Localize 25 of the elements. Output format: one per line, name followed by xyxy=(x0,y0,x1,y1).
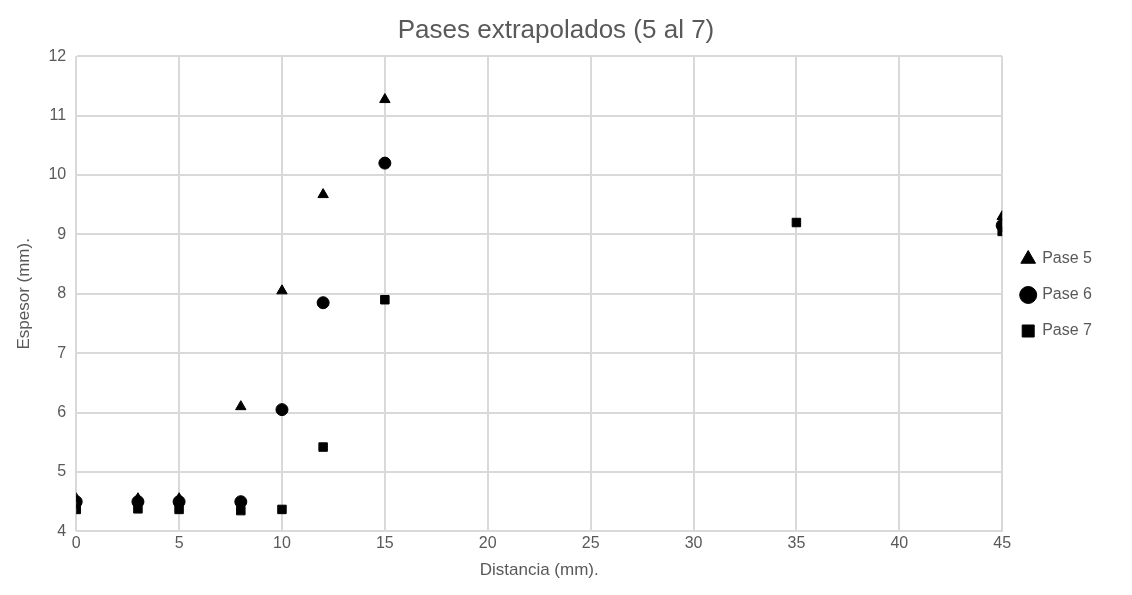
x-tick-label: 35 xyxy=(787,534,806,552)
y-tick-label: 11 xyxy=(49,106,67,124)
y-axis-title: Espesor (mm). xyxy=(13,238,33,350)
x-tick-label: 0 xyxy=(71,534,81,552)
y-tick-label: 5 xyxy=(57,462,67,480)
y-tick-label: 10 xyxy=(48,165,67,183)
legend-label: Pase 5 xyxy=(1042,249,1093,267)
x-tick-label: 45 xyxy=(993,534,1012,552)
x-axis-title: Distancia (mm). xyxy=(479,560,599,580)
y-tick-label: 6 xyxy=(57,403,67,421)
x-tick-label: 15 xyxy=(375,534,394,552)
chart-title: Pases extrapolados (5 al 7) xyxy=(397,13,715,44)
x-tick-label: 25 xyxy=(581,534,600,552)
x-tick-label: 5 xyxy=(174,534,184,552)
y-tick-label: 7 xyxy=(57,343,67,361)
y-tick-label: 9 xyxy=(57,224,67,242)
y-tick-label: 12 xyxy=(48,46,67,64)
x-tick-label: 20 xyxy=(478,534,497,552)
y-tick-label: 8 xyxy=(57,284,67,302)
x-tick-label: 30 xyxy=(684,534,703,552)
legend-label: Pase 6 xyxy=(1042,285,1093,303)
legend-label: Pase 7 xyxy=(1042,321,1093,339)
x-tick-label: 10 xyxy=(273,534,291,552)
x-tick-label: 40 xyxy=(890,534,909,552)
y-tick-label: 4 xyxy=(57,521,67,539)
